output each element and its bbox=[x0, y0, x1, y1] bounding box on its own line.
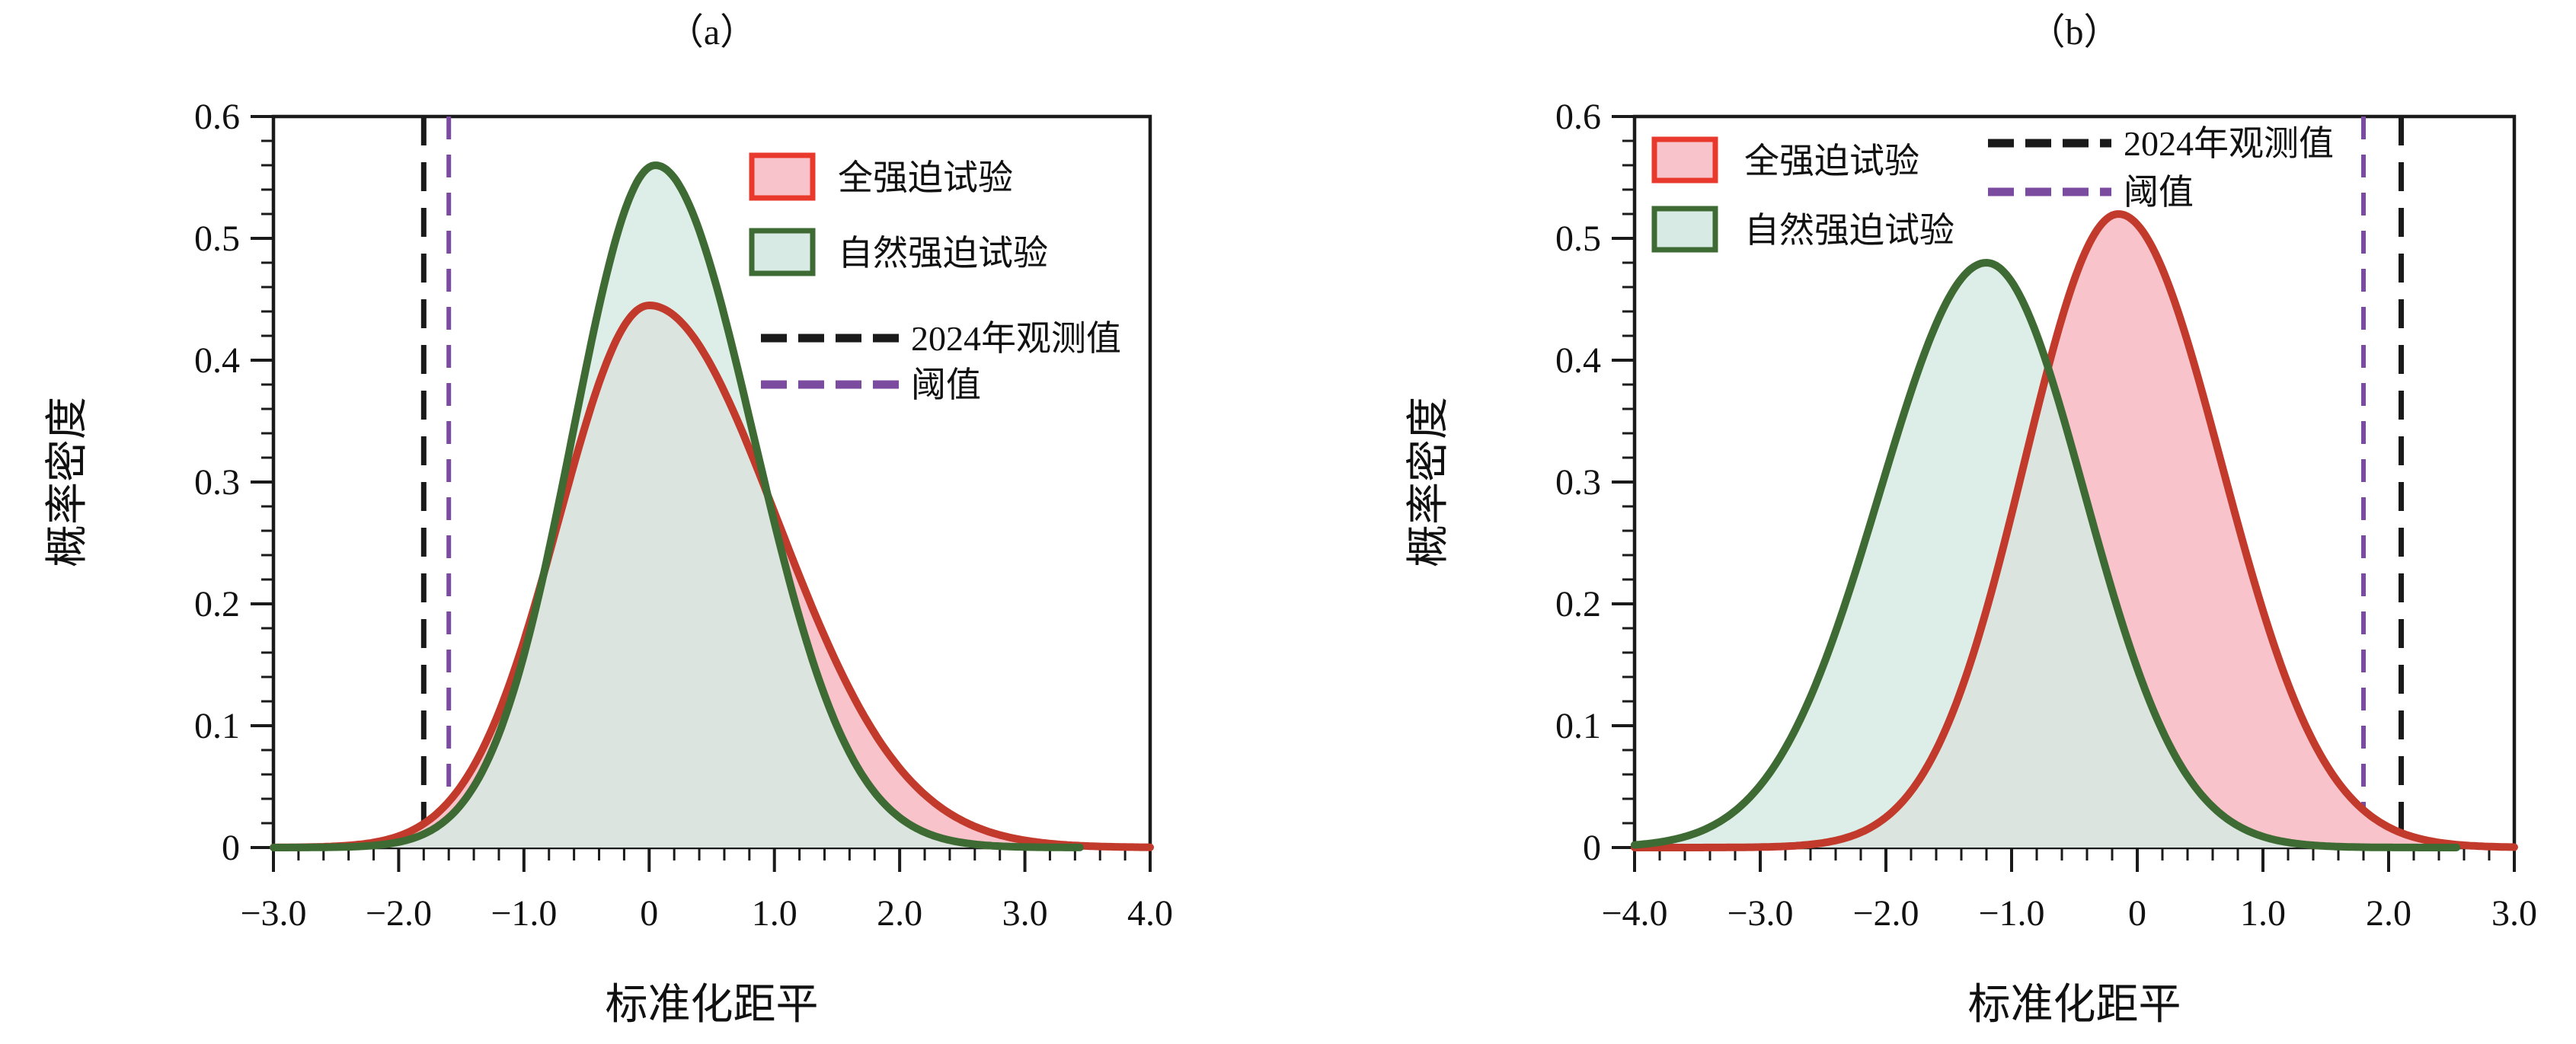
y-tick-label: 0.1 bbox=[194, 706, 240, 746]
legend-label-observed: 2024年观测值 bbox=[2124, 124, 2334, 163]
x-tick-label: 4.0 bbox=[1127, 893, 1173, 934]
x-tick-label: 2.0 bbox=[2366, 893, 2411, 934]
y-tick-label: 0 bbox=[222, 828, 240, 868]
x-tick-label: 3.0 bbox=[1002, 893, 1048, 934]
x-tick-label: 2.0 bbox=[877, 893, 922, 934]
legend-label-all-forcing: 全强迫试验 bbox=[1744, 142, 1919, 180]
legend-label-natural-forcing: 自然强迫试验 bbox=[1744, 211, 1954, 250]
panel-a: （a） 标准化距平 概率密度 −3.0 −2.0 −1.0 0 1.0 2.0 3.0 4.0 0 0.… bbox=[44, 12, 1173, 1029]
legend-swatch-natural-forcing bbox=[1651, 206, 1718, 253]
y-tick-label: 0.3 bbox=[194, 462, 240, 503]
y-axis-title: 概率密度 bbox=[1405, 397, 1453, 567]
natural-forcing-curve bbox=[270, 161, 1084, 851]
x-tick-label: 0 bbox=[640, 893, 658, 934]
natural-forcing-curve bbox=[1631, 259, 2461, 851]
legend-swatch-natural-forcing bbox=[749, 228, 816, 276]
legend-label-threshold: 阈值 bbox=[911, 366, 981, 404]
legend-label-natural-forcing: 自然强迫试验 bbox=[838, 234, 1048, 273]
y-tick-label: 0.6 bbox=[194, 97, 240, 137]
x-tick-label: 3.0 bbox=[2491, 893, 2537, 934]
all-forcing-curve bbox=[1631, 210, 2518, 851]
x-tick-label: −4.0 bbox=[1601, 893, 1667, 934]
y-axis-title: 概率密度 bbox=[44, 397, 91, 567]
y-tick-label: 0 bbox=[1583, 828, 1601, 868]
y-tick-label: 0.6 bbox=[1555, 97, 1601, 137]
y-tick-label: 0.5 bbox=[1555, 219, 1601, 259]
natural-forcing-area bbox=[1635, 263, 2457, 848]
y-tick-label: 0.5 bbox=[194, 219, 240, 259]
legend-label-threshold: 阈值 bbox=[2124, 173, 2194, 212]
x-tick-label: 0 bbox=[2128, 893, 2146, 934]
all-forcing-curve bbox=[270, 302, 1154, 851]
panel-title: （b） bbox=[2028, 12, 2120, 53]
x-tick-label: −3.0 bbox=[1727, 893, 1793, 934]
natural-forcing-area bbox=[273, 165, 1080, 848]
legend-swatch-all-forcing bbox=[749, 152, 816, 201]
legend-swatch-all-forcing bbox=[1651, 136, 1718, 184]
y-tick-label: 0.3 bbox=[1555, 462, 1601, 503]
y-tick-label: 0.2 bbox=[194, 584, 240, 624]
panel-b: （b） 标准化距平 概率密度 −4.0 −3.0 −2.0 −1.0 0 1.0 2.0 3.0 0 0… bbox=[1405, 12, 2537, 1029]
x-axis-title: 标准化距平 bbox=[606, 982, 819, 1029]
x-tick-label: −1.0 bbox=[1978, 893, 2044, 934]
x-tick-label: −2.0 bbox=[366, 893, 432, 934]
panel-title: （a） bbox=[667, 12, 756, 53]
x-tick-label: −2.0 bbox=[1852, 893, 1919, 934]
x-tick-label: −3.0 bbox=[240, 893, 306, 934]
y-tick-label: 0.2 bbox=[1555, 584, 1601, 624]
x-tick-label: 1.0 bbox=[2240, 893, 2286, 934]
legend-label-observed: 2024年观测值 bbox=[911, 319, 1121, 358]
y-tick-label: 0.4 bbox=[1555, 340, 1601, 381]
legend-label-all-forcing: 全强迫试验 bbox=[838, 158, 1013, 197]
y-tick-label: 0.4 bbox=[194, 340, 240, 381]
x-tick-label: −1.0 bbox=[491, 893, 557, 934]
y-tick-label: 0.1 bbox=[1555, 706, 1601, 746]
x-tick-label: 1.0 bbox=[752, 893, 797, 934]
x-axis-title: 标准化距平 bbox=[1968, 982, 2181, 1029]
